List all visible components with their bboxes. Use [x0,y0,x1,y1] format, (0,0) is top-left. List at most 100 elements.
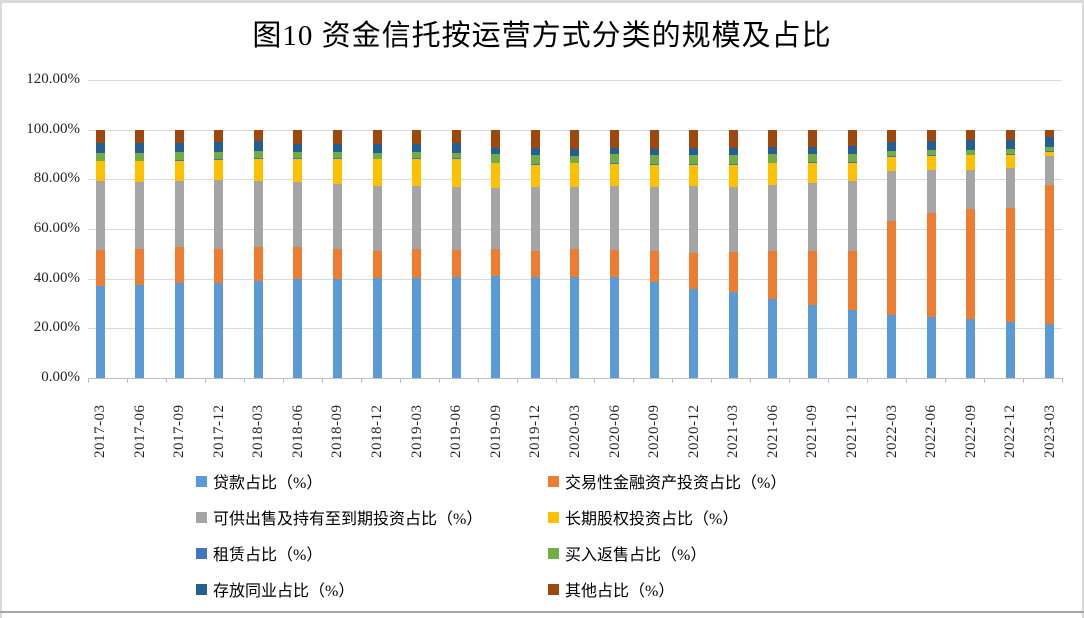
x-tick-label: 2021-09 [804,404,821,459]
bar-segment [807,129,817,148]
x-tick-label: 2021-12 [844,404,861,459]
bar-segment [530,187,540,251]
bar-segment [135,160,145,162]
bar-segment [253,129,263,142]
bar-segment [451,157,461,159]
x-axis-line [88,378,1062,379]
bar-2020-09 [649,129,659,378]
bar-segment [887,129,897,142]
bar-segment [689,129,699,148]
x-axis-tick [1023,378,1025,383]
bar-segment [926,141,936,150]
bar-segment [847,129,857,147]
x-tick-label: 2019-06 [448,404,465,459]
x-tick-label: 2017-12 [210,404,227,459]
bar-segment [332,278,342,378]
bar-segment [649,129,659,150]
x-tick-label: 2022-12 [1002,404,1019,459]
x-axis-tick [204,378,206,383]
bar-segment [847,161,857,163]
bar-segment [135,129,145,143]
bar-segment [135,284,145,378]
bar-segment [728,291,738,378]
gridline [88,80,1062,81]
bar-segment [95,152,105,161]
bar-segment [966,318,976,378]
bar-segment [214,129,224,142]
bar-segment [807,162,817,184]
bar-segment [451,158,461,187]
x-axis-tick [555,378,557,383]
bar-segment [728,186,738,253]
bar-2018-09 [332,129,342,378]
bar-segment [293,129,303,144]
bar-segment [728,148,738,156]
bar-segment [649,149,659,155]
bar-segment [332,159,342,184]
legend-swatch-icon [196,475,207,487]
bar-segment [214,283,224,378]
legend-label: 租赁占比（%） [213,547,323,564]
bar-segment [530,164,540,188]
legend-label: 存放同业占比（%） [213,583,355,600]
bar-segment [95,129,105,143]
bar-2022-12 [1005,129,1015,378]
bar-segment [451,186,461,250]
bar-segment [768,184,778,252]
bar-2021-09 [807,129,817,378]
bar-segment [1045,151,1055,152]
bar-segment [293,157,303,159]
bar-segment [95,249,105,287]
bar-segment [1045,324,1055,378]
y-axis-labels: 120.00% 100.00% 80.00% 60.00% 40.00% 20.00% 0.… [0,71,82,385]
x-tick-label: 2022-03 [883,404,900,459]
bar-segment [728,165,738,187]
bar-segment [95,142,105,153]
legend-swatch-icon [548,475,559,487]
x-axis-tick [165,378,167,383]
bar-segment [412,143,422,153]
bar-segment [847,146,857,154]
bar-segment [530,277,540,378]
bar-segment [412,152,422,158]
y-tick-label: 0.00% [41,369,80,385]
bar-segment [372,250,382,278]
bar-segment [491,153,501,163]
bar-segment [174,282,184,378]
bar-segment [451,152,461,158]
bar-segment [372,144,382,154]
x-tick-label: 2020-09 [646,404,663,459]
bar-segment [768,163,778,185]
x-tick-label: 2018-06 [289,404,306,459]
bar-segment [95,286,105,378]
bar-2017-06 [135,129,145,378]
x-tick-label: 2018-12 [369,404,386,459]
bar-segment [174,160,184,182]
bar-2017-03 [95,129,105,378]
bar-segment [768,162,778,164]
x-tick-label: 2017-09 [171,404,188,459]
y-tick-label: 120.00% [26,71,80,87]
bar-2021-03 [728,129,738,378]
bar-segment [847,162,857,182]
bar-segment [491,276,501,378]
legend-swatch-icon [548,583,559,595]
bar-segment [689,185,699,253]
bar-segment [1005,154,1015,155]
x-axis-tick [477,378,479,383]
bar-segment [135,152,145,161]
bar-segment [332,129,342,145]
bar-segment [1005,207,1015,322]
bar-segment [530,163,540,165]
bar-segment [689,154,699,164]
y-tick-label: 20.00% [33,319,80,336]
bar-segment [610,186,620,250]
x-tick-label: 2020-06 [606,404,623,459]
legend-swatch-icon [196,547,207,559]
bar-segment [332,248,342,279]
legend-swatch-icon [196,511,207,523]
x-tick-label: 2020-12 [685,404,702,459]
bar-segment [847,250,857,311]
bar-segment [1005,321,1015,378]
